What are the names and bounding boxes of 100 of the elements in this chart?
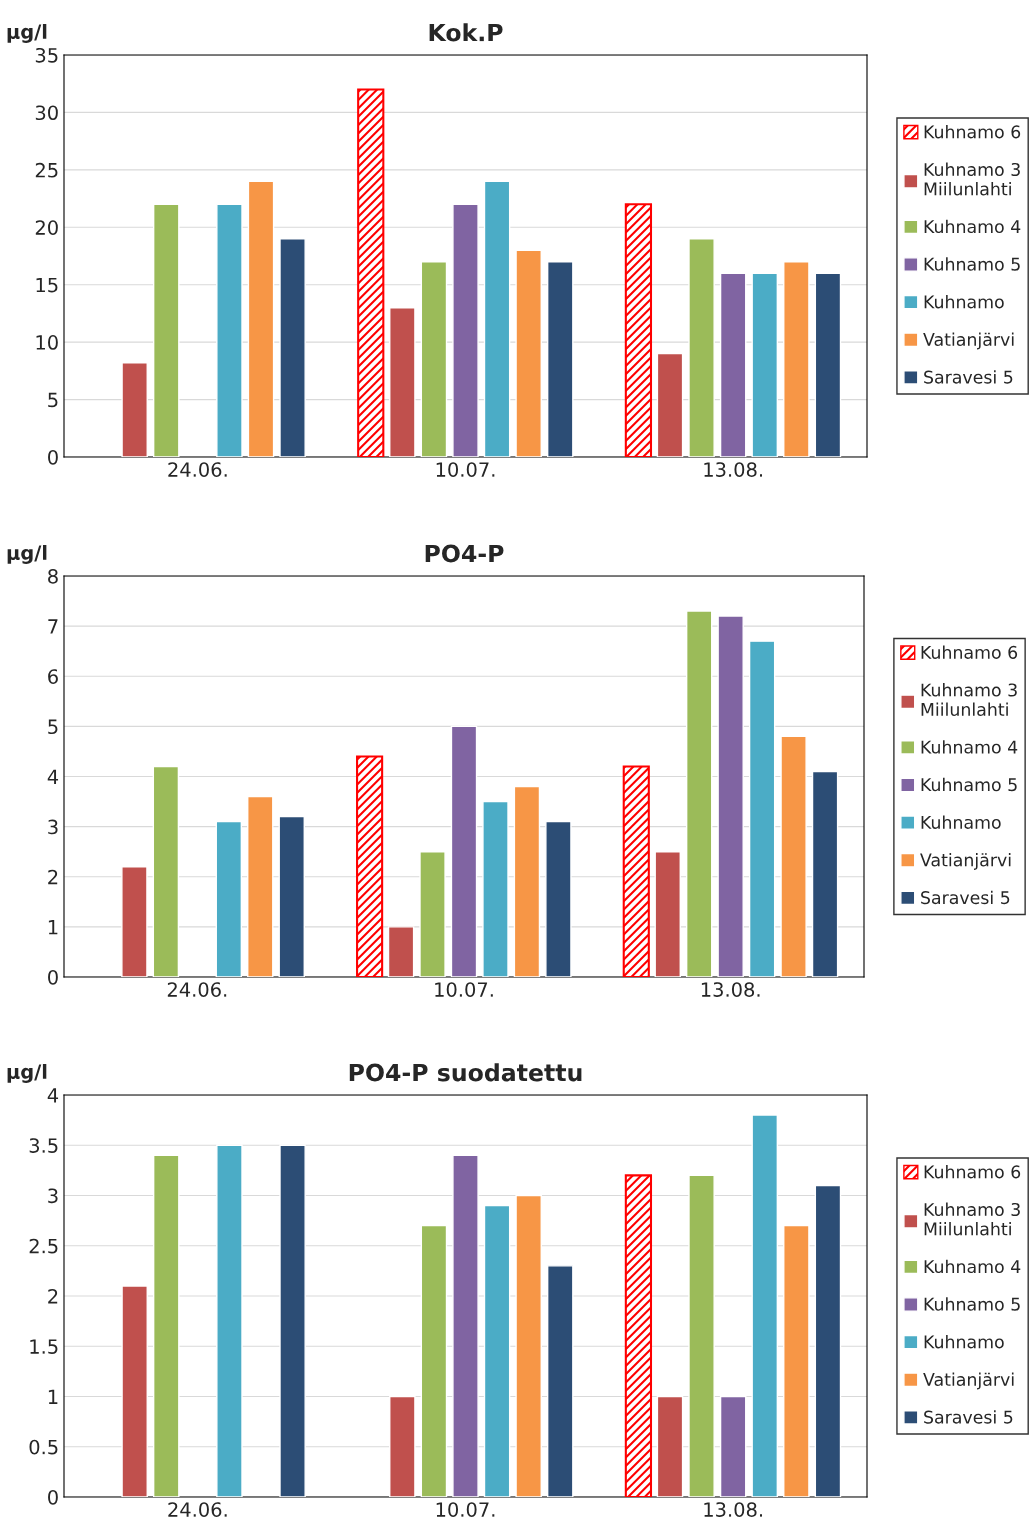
y-tick-label: 1.5 [30, 1339, 58, 1354]
y-tick-label: 3.5 [29, 1138, 58, 1153]
bar [356, 755, 384, 977]
y-tick-label: 15 [36, 277, 58, 293]
bar [450, 725, 478, 977]
y-axis-title: µg/l [7, 23, 47, 43]
bar [121, 362, 148, 457]
bar [515, 1194, 542, 1497]
bar [814, 272, 842, 457]
bar [482, 800, 509, 977]
y-axis-title: µg/l [7, 1063, 47, 1083]
bar [278, 815, 305, 977]
bar [654, 850, 681, 977]
y-tick-label: 1 [48, 1389, 58, 1404]
legend-label: Kuhnamo 3 Miilunlahti [924, 162, 1020, 196]
y-tick-label: 25 [35, 162, 58, 178]
x-tick-label: 24.06. [167, 982, 227, 997]
legend-label: Kuhnamo 3 Miilunlahti [921, 683, 1017, 716]
bar [624, 203, 653, 457]
bar [656, 352, 684, 457]
bar [452, 1154, 479, 1497]
bar [717, 615, 744, 977]
legend-label: Vatianjärvi [920, 853, 1011, 870]
bar [783, 261, 810, 457]
y-tick-label: 10 [36, 335, 58, 350]
bar [420, 1224, 448, 1497]
legend-label: Kuhnamo [921, 815, 1001, 829]
legend-label: Kuhnamo 5 [924, 257, 1020, 271]
y-tick-label: 1 [48, 920, 58, 935]
bar [216, 203, 243, 457]
y-tick-label: 0 [48, 1489, 58, 1505]
bar [152, 203, 180, 457]
x-tick-label: 10.07. [435, 982, 493, 997]
bar [622, 765, 650, 977]
bar [546, 261, 574, 457]
bar [483, 180, 511, 457]
bar [389, 306, 416, 457]
chart-title: PO4-P suodatettu [349, 1063, 582, 1082]
legend-label: Kuhnamo 6 [921, 645, 1018, 659]
y-tick-label: 2 [48, 869, 58, 885]
bar [688, 1174, 715, 1497]
bar [748, 640, 776, 977]
x-tick-label: 13.08. [701, 982, 760, 997]
bar [419, 850, 446, 977]
bar [389, 1395, 416, 1497]
y-tick-label: 35 [35, 47, 58, 63]
y-tick-label: 4 [47, 1088, 59, 1103]
bar [216, 1144, 243, 1497]
legend-label: Kuhnamo [924, 294, 1004, 309]
bar [751, 272, 779, 457]
y-tick-label: 3 [48, 1188, 58, 1204]
legend-label: Vatianjärvi [923, 332, 1014, 350]
x-tick-label: 24.06. [168, 462, 227, 477]
bar [719, 272, 747, 457]
bar [811, 770, 839, 977]
legend-label: Kuhnamo 4 [924, 1259, 1021, 1274]
legend-label: Saravesi 5 [924, 1410, 1013, 1424]
legend-label: Vatianjärvi [923, 1372, 1014, 1390]
bar [279, 238, 306, 457]
bar [513, 785, 541, 977]
y-axis-title: µg/l [7, 545, 47, 564]
y-tick-label: 0.5 [29, 1439, 58, 1455]
bar [515, 249, 542, 457]
y-tick-label: 5 [48, 719, 58, 735]
bar [279, 1144, 306, 1497]
bar [152, 1154, 180, 1497]
bar [656, 1395, 684, 1497]
bar [452, 203, 479, 457]
x-tick-label: 10.07. [436, 1502, 495, 1517]
y-tick-label: 7 [48, 619, 58, 634]
x-tick-label: 13.08. [704, 1502, 762, 1517]
legend-label: Saravesi 5 [924, 370, 1013, 384]
bar [751, 1114, 779, 1497]
bar [483, 1204, 511, 1497]
legend-label: Kuhnamo 6 [924, 1164, 1021, 1179]
legend-label: Kuhnamo [924, 1334, 1004, 1349]
bar [685, 610, 713, 977]
y-tick-label: 3 [48, 819, 58, 835]
bar [152, 765, 180, 977]
bar [121, 866, 148, 977]
legend-label: Kuhnamo 4 [924, 219, 1021, 234]
bar [783, 1224, 810, 1497]
legend-label: Kuhnamo 6 [924, 124, 1021, 139]
bar [814, 1184, 842, 1497]
legend-label: Saravesi 5 [921, 890, 1010, 905]
bar [688, 238, 715, 457]
bar [247, 180, 275, 457]
x-tick-label: 24.06. [168, 1502, 227, 1517]
chart-title: PO4-P [425, 544, 504, 563]
bar [546, 1265, 574, 1497]
bar [215, 820, 243, 977]
y-tick-label: 0 [48, 449, 58, 465]
y-tick-label: 0 [48, 969, 58, 985]
y-tick-label: 2 [48, 1288, 58, 1304]
y-tick-label: 5 [48, 392, 58, 408]
y-tick-label: 30 [35, 105, 58, 121]
x-tick-label: 10.07. [436, 462, 495, 477]
chart-title: Kok.P [429, 23, 503, 42]
y-tick-label: 8 [48, 568, 58, 584]
bar [420, 261, 448, 457]
